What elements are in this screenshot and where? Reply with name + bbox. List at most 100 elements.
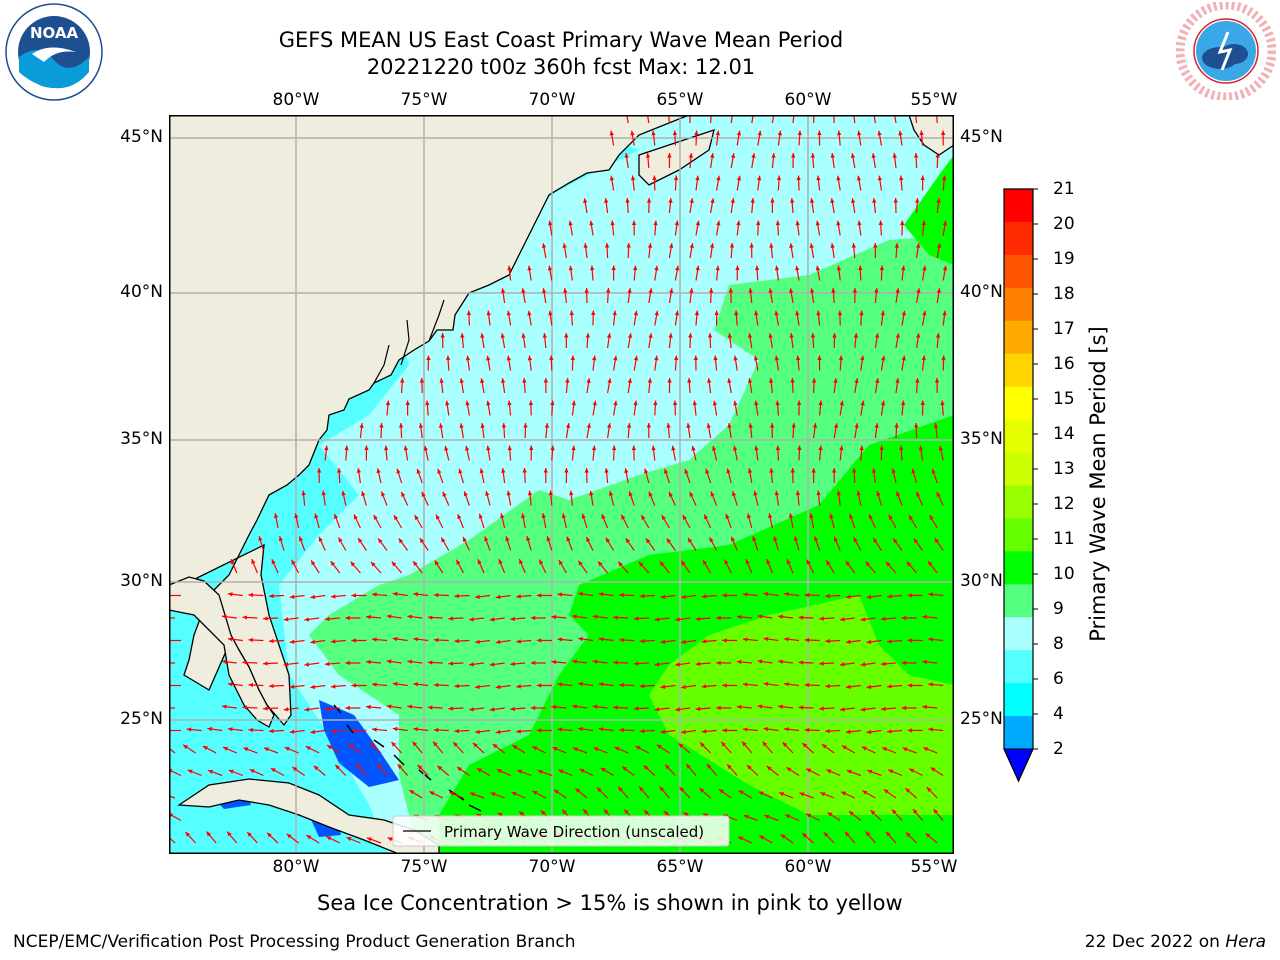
wave-arrow-head <box>495 594 501 600</box>
wave-arrow-head <box>589 490 594 496</box>
wave-arrow-head <box>689 288 694 293</box>
wave-arrow-head <box>498 559 503 565</box>
wave-arrow-head <box>413 561 418 566</box>
wave-arrow-head <box>185 831 191 837</box>
wave-arrow-head <box>742 637 748 642</box>
wave-arrow-head <box>440 333 445 338</box>
wave-arrow-head <box>933 809 939 814</box>
wave-arrow-head <box>746 513 752 519</box>
wave-arrow-head <box>372 637 377 642</box>
colorbar-tick-label: 10 <box>1053 564 1075 584</box>
wave-arrow-head <box>606 333 612 338</box>
wave-arrow-head <box>304 617 310 622</box>
wave-arrow-head <box>187 769 193 774</box>
wave-arrow-head <box>921 355 926 361</box>
wave-arrow-head <box>639 728 645 734</box>
wave-arrow-head <box>936 198 941 203</box>
wave-arrow-head <box>915 378 920 383</box>
wave-arrow-head <box>457 514 462 520</box>
wave-arrow-head <box>913 538 919 544</box>
wave-arrow-head <box>688 333 693 338</box>
wave-arrow-head <box>561 513 567 519</box>
wave-arrow-head <box>786 767 792 772</box>
wave-arrow-head <box>756 220 761 226</box>
wave-arrow-head <box>269 728 274 734</box>
bottom-lon-label: 60°W <box>784 857 832 877</box>
wave-arrow-head <box>750 198 755 203</box>
colorbar-tick-label: 20 <box>1053 214 1075 234</box>
wave-arrow-head <box>802 833 808 838</box>
wave-arrow-head <box>929 515 934 521</box>
wave-arrow-head <box>922 310 927 316</box>
wave-arrow-head <box>822 744 827 749</box>
wave-arrow-head <box>779 792 785 797</box>
wave-arrow-head <box>429 791 435 796</box>
wave-arrow-head <box>731 491 737 497</box>
wave-arrow-head <box>816 175 821 181</box>
wave-arrow-head <box>625 198 630 203</box>
colorbar-segment <box>1004 485 1033 519</box>
wave-arrow-head <box>314 513 319 519</box>
wave-arrow-head <box>336 468 342 473</box>
wave-arrow-head <box>598 682 604 687</box>
wave-arrow-head <box>811 378 817 383</box>
wave-arrow-head <box>228 769 234 774</box>
wave-arrow-head <box>485 490 490 496</box>
wave-arrow-head <box>345 705 350 711</box>
wave-arrow-head <box>248 727 254 733</box>
wave-arrow-head <box>893 198 898 203</box>
wave-arrow-head <box>726 468 731 474</box>
wave-arrow-head <box>725 513 730 519</box>
wave-arrow-head <box>758 791 764 796</box>
wave-arrow-head <box>541 243 547 249</box>
wave-arrow-head <box>722 683 727 688</box>
wave-arrow-head <box>633 706 639 711</box>
wave-arrow-head <box>584 468 589 473</box>
top-lon-label: 55°W <box>910 90 958 110</box>
wave-arrow-head <box>558 560 564 565</box>
wave-arrow-head <box>247 831 252 837</box>
wave-arrow-head <box>866 729 872 735</box>
wave-arrow-head <box>324 445 329 451</box>
wave-arrow-head <box>460 333 465 338</box>
colorbar-tick-label: 13 <box>1053 459 1075 479</box>
wave-arrow-head <box>774 310 779 316</box>
wave-arrow-head <box>438 423 444 429</box>
wave-arrow-head <box>860 617 866 622</box>
wave-arrow-head <box>757 659 763 664</box>
wave-arrow-head <box>660 729 666 734</box>
wave-arrow-head <box>557 727 563 732</box>
wave-arrow-head <box>454 728 460 734</box>
wave-arrow-head <box>674 310 680 316</box>
wave-arrow-head <box>818 400 823 406</box>
wave-arrow-head <box>885 561 891 567</box>
wave-arrow-head <box>418 423 424 428</box>
wave-arrow-head <box>934 538 940 544</box>
wave-arrow-head <box>283 662 289 667</box>
wave-arrow-head <box>186 727 192 732</box>
wave-arrow-head <box>933 423 939 428</box>
wave-arrow-head <box>664 468 669 474</box>
wave-arrow-head <box>663 811 669 816</box>
wave-arrow-head <box>940 130 946 136</box>
wave-arrow-head <box>836 265 842 271</box>
wave-arrow-head <box>656 744 662 750</box>
wave-arrow-head <box>270 768 276 773</box>
wave-arrow-head <box>819 661 824 666</box>
wave-arrow-head <box>500 513 505 519</box>
wave-arrow-head <box>806 768 812 773</box>
wave-arrow-head <box>880 310 885 316</box>
wave-arrow-head <box>605 537 611 543</box>
wave-arrow-head <box>551 704 557 710</box>
wave-arrow-head <box>942 310 947 316</box>
wave-arrow-head <box>263 706 268 711</box>
wave-arrow-head <box>571 400 576 406</box>
wave-arrow-head <box>701 594 707 599</box>
wave-arrow-head <box>811 468 816 473</box>
wave-arrow-head <box>702 560 708 566</box>
wave-arrow-head <box>918 445 924 451</box>
svg-text:NOAA: NOAA <box>30 24 79 42</box>
wave-arrow-head <box>804 637 810 643</box>
wave-arrow-head <box>311 560 316 566</box>
wave-arrow-head <box>639 683 645 689</box>
